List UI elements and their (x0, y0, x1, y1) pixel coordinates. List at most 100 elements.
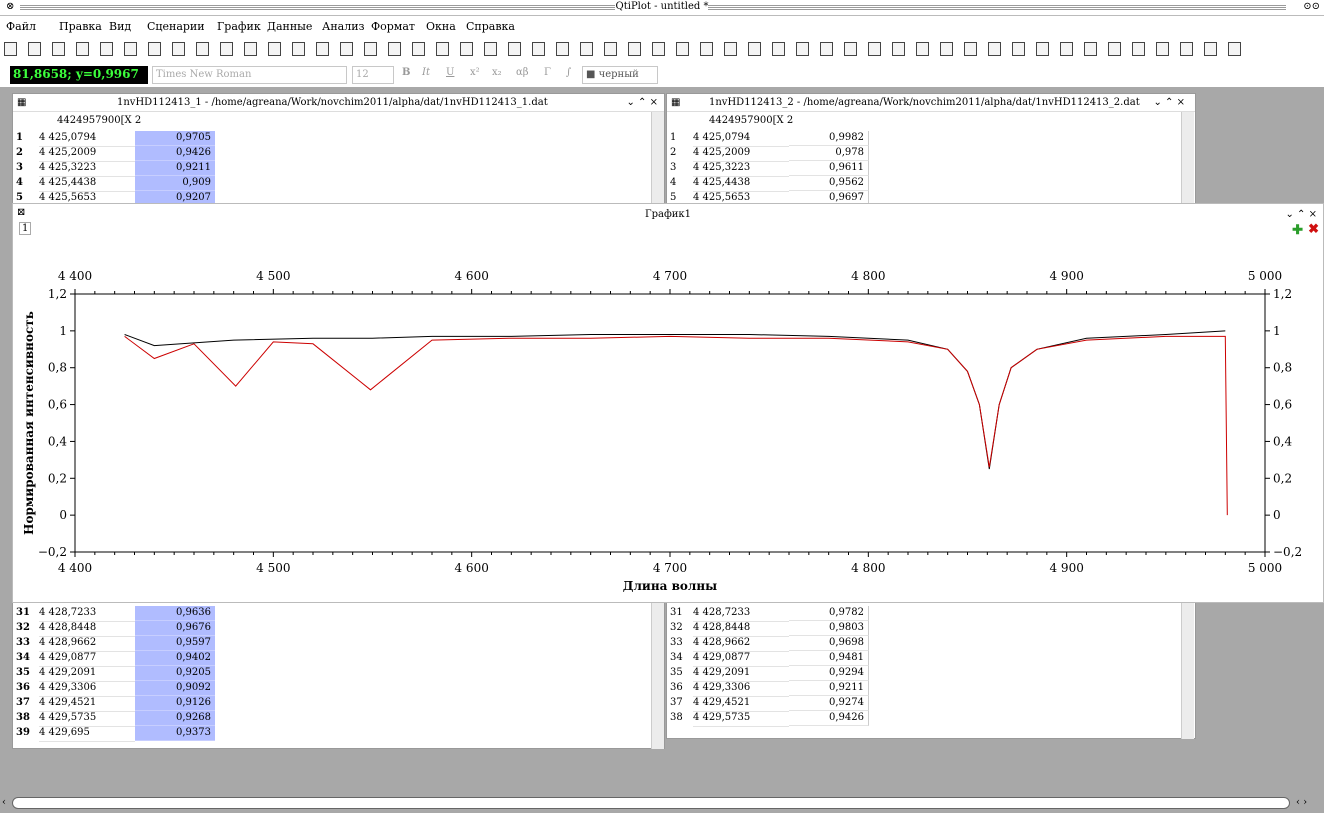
scroll-left-icon[interactable]: ‹ (2, 797, 6, 808)
cell-y[interactable]: 0,9426 (135, 146, 215, 161)
row-number[interactable]: 37 (670, 697, 683, 708)
cell-y[interactable]: 0,9698 (789, 636, 869, 651)
cell-y[interactable]: 0,9092 (135, 681, 215, 696)
superscript-button[interactable]: x² (470, 67, 480, 78)
font-family-select[interactable]: Times New Roman (152, 66, 347, 84)
cell-y[interactable]: 0,9268 (135, 711, 215, 726)
cell-x[interactable]: 4 425,4438 (39, 177, 135, 192)
menu-item-0[interactable]: Файл (6, 20, 37, 33)
toolbar-button-icon[interactable] (28, 42, 41, 56)
table-row[interactable]: 1 4 425,0794 0,9982 (667, 131, 887, 147)
toolbar-button-icon[interactable] (532, 42, 545, 56)
cell-y[interactable]: 0,9803 (789, 621, 869, 636)
table-row[interactable]: 39 4 429,695 0,9373 (13, 726, 233, 742)
toolbar-button-icon[interactable] (364, 42, 377, 56)
toolbar-button-icon[interactable] (508, 42, 521, 56)
row-number[interactable]: 3 (670, 162, 677, 173)
toolbar-button-icon[interactable] (436, 42, 449, 56)
cell-y[interactable]: 0,9636 (135, 606, 215, 621)
row-number[interactable]: 32 (16, 622, 30, 633)
table-row[interactable]: 33 4 428,9662 0,9597 (13, 636, 233, 652)
toolbar-button-icon[interactable] (748, 42, 761, 56)
subscript-button[interactable]: x₂ (492, 67, 502, 78)
cell-y[interactable]: 0,9207 (135, 191, 215, 204)
row-number[interactable]: 38 (670, 712, 683, 723)
cell-x[interactable]: 4 425,5653 (39, 192, 135, 204)
cell-y[interactable]: 0,9294 (789, 666, 869, 681)
table-row[interactable]: 5 4 425,5653 0,9207 (13, 191, 233, 204)
toolbar-button-icon[interactable] (1156, 42, 1169, 56)
row-number[interactable]: 39 (16, 727, 30, 738)
scroll-arrows-icon[interactable]: ‹ › (1296, 797, 1308, 808)
cell-x[interactable]: 4 428,9662 (39, 637, 135, 652)
table-row[interactable]: 2 4 425,2009 0,9426 (13, 146, 233, 162)
toolbar-button-icon[interactable] (388, 42, 401, 56)
window-controls[interactable]: ⌄ ⌃ × (626, 97, 659, 108)
menu-item-7[interactable]: Формат (371, 20, 415, 33)
table-row[interactable]: 34 4 429,0877 0,9481 (667, 651, 887, 667)
table-row[interactable]: 34 4 429,0877 0,9402 (13, 651, 233, 667)
remove-layer-icon[interactable]: ✖ (1308, 222, 1319, 237)
cell-x[interactable]: 4 425,0794 (39, 132, 135, 147)
window-controls[interactable]: ⊙⊙ (1303, 1, 1320, 12)
toolbar-button-icon[interactable] (412, 42, 425, 56)
cell-x[interactable]: 4 425,5653 (693, 192, 789, 204)
toolbar-button-icon[interactable] (796, 42, 809, 56)
table-row[interactable]: 32 4 428,8448 0,9676 (13, 621, 233, 637)
toolbar-button-icon[interactable] (1060, 42, 1073, 56)
cell-y[interactable]: 0,909 (135, 176, 215, 191)
table-row[interactable]: 32 4 428,8448 0,9803 (667, 621, 887, 637)
cell-x[interactable]: 4 429,3306 (39, 682, 135, 697)
toolbar-button-icon[interactable] (1036, 42, 1049, 56)
table-row[interactable]: 2 4 425,2009 0,978 (667, 146, 887, 162)
column-header[interactable]: 4424957900[X 2 (57, 115, 142, 126)
table-row[interactable]: 5 4 425,5653 0,9697 (667, 191, 887, 204)
row-number[interactable]: 31 (16, 607, 30, 618)
toolbar-button-icon[interactable] (652, 42, 665, 56)
table-row[interactable]: 1 4 425,0794 0,9705 (13, 131, 233, 147)
table-row[interactable]: 4 4 425,4438 0,9562 (667, 176, 887, 192)
row-number[interactable]: 34 (16, 652, 30, 663)
cell-y[interactable]: 0,9597 (135, 636, 215, 651)
row-number[interactable]: 1 (16, 132, 23, 143)
row-number[interactable]: 5 (670, 192, 677, 203)
row-number[interactable]: 4 (670, 177, 677, 188)
row-number[interactable]: 34 (670, 652, 683, 663)
table-row[interactable]: 31 4 428,7233 0,9782 (667, 606, 887, 622)
row-number[interactable]: 32 (670, 622, 683, 633)
cell-y[interactable]: 0,9274 (789, 696, 869, 711)
menu-item-5[interactable]: Данные (267, 20, 313, 33)
toolbar-button-icon[interactable] (868, 42, 881, 56)
cell-y[interactable]: 0,9782 (789, 606, 869, 621)
layer-button[interactable]: 1 (19, 222, 32, 235)
cell-x[interactable]: 4 429,2091 (39, 667, 135, 682)
cell-x[interactable]: 4 425,3223 (39, 162, 135, 177)
table-row[interactable]: 4 4 425,4438 0,909 (13, 176, 233, 192)
row-number[interactable]: 4 (16, 177, 23, 188)
table-row[interactable]: 33 4 428,9662 0,9698 (667, 636, 887, 652)
cell-y[interactable]: 0,9562 (789, 176, 869, 191)
toolbar-button-icon[interactable] (820, 42, 833, 56)
cell-y[interactable]: 0,9705 (135, 131, 215, 146)
cell-x[interactable]: 4 428,8448 (39, 622, 135, 637)
row-number[interactable]: 35 (670, 667, 683, 678)
cell-y[interactable]: 0,9697 (789, 191, 869, 204)
cell-x[interactable]: 4 429,0877 (693, 652, 789, 667)
cell-x[interactable]: 4 425,4438 (693, 177, 789, 192)
row-number[interactable]: 2 (16, 147, 23, 158)
toolbar-button-icon[interactable] (1108, 42, 1121, 56)
cell-y[interactable]: 0,9481 (789, 651, 869, 666)
cell-y[interactable]: 0,9426 (789, 711, 869, 726)
toolbar-button-icon[interactable] (676, 42, 689, 56)
cell-x[interactable]: 4 429,2091 (693, 667, 789, 682)
cell-x[interactable]: 4 429,0877 (39, 652, 135, 667)
cell-x[interactable]: 4 425,0794 (693, 132, 789, 147)
toolbar-button-icon[interactable] (4, 42, 17, 56)
table-row[interactable]: 35 4 429,2091 0,9205 (13, 666, 233, 682)
cell-y[interactable]: 0,9611 (789, 161, 869, 176)
column-header[interactable]: 4424957900[X 2 (709, 115, 794, 126)
toolbar-button-icon[interactable] (1180, 42, 1193, 56)
font-size-spinner[interactable]: 12 (352, 66, 394, 84)
greek-lower-button[interactable]: αβ (516, 67, 529, 78)
row-number[interactable]: 3 (16, 162, 23, 173)
